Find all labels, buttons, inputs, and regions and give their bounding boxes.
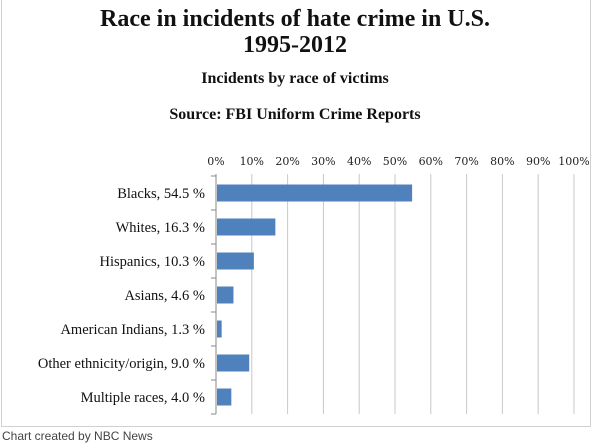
x-tick-label: 30% [311,155,335,168]
bar [217,354,250,372]
x-tick-label: 0% [207,155,224,168]
chart-title-line2: 1995-2012 [243,32,347,58]
bar [217,218,276,236]
x-tick-label: 60% [419,155,443,168]
category-label: American Indians, 1.3 % [60,322,205,338]
x-tick-label: 90% [526,155,550,168]
category-label: Asians, 4.6 % [124,288,205,304]
chart-title-line1: Race in incidents of hate crime in U.S. [100,6,490,32]
bar [217,286,234,304]
chart-subtitle: Incidents by race of victims [201,70,389,87]
x-tick-label: 70% [454,155,478,168]
bar [217,320,222,338]
chart-source: Source: FBI Uniform Crime Reports [169,106,421,123]
x-tick-label: 80% [490,155,514,168]
x-tick-label: 10% [240,155,264,168]
category-label: Blacks, 54.5 % [117,186,205,202]
x-tick-label: 40% [347,155,371,168]
bar [217,252,254,270]
bar [217,388,232,406]
category-label: Hispanics, 10.3 % [99,254,205,270]
bar [217,184,413,202]
category-label: Other ethnicity/origin, 9.0 % [38,356,205,372]
category-label: Whites, 16.3 % [116,220,205,236]
x-tick-label: 20% [275,155,299,168]
category-label: Multiple races, 4.0 % [81,390,205,406]
footer-credit: Chart created by NBC News [2,429,153,443]
x-tick-label: 100% [558,155,589,168]
chart-frame [1,0,591,427]
x-tick-label: 50% [383,155,407,168]
